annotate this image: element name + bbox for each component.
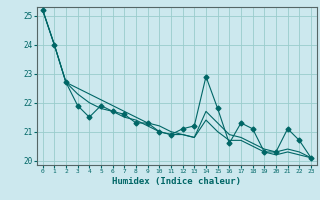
X-axis label: Humidex (Indice chaleur): Humidex (Indice chaleur) xyxy=(112,177,241,186)
